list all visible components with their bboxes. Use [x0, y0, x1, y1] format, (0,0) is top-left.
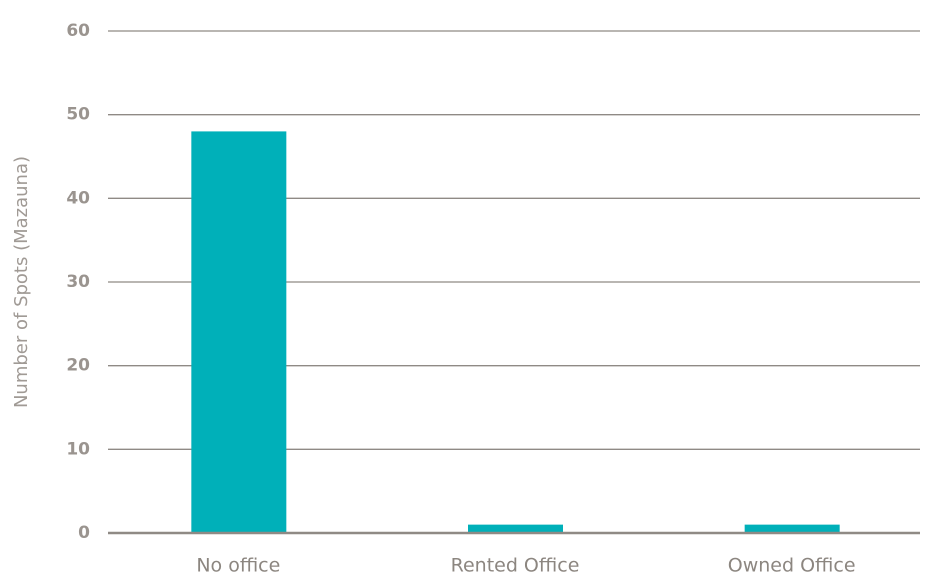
y-tick-label: 10: [66, 439, 90, 459]
y-tick-label: 0: [78, 523, 90, 543]
x-tick-label: Rented Office: [451, 555, 580, 577]
bar: [468, 524, 563, 533]
y-tick-label: 30: [66, 272, 90, 292]
y-tick-label: 40: [66, 188, 90, 208]
bar: [744, 524, 840, 533]
y-axis-label: Number of Spots (Mazauna): [11, 156, 32, 408]
x-tick-label: No office: [196, 555, 280, 577]
y-tick-label: 20: [66, 356, 90, 376]
x-tick-label: Owned Office: [728, 555, 856, 577]
y-tick-label: 50: [66, 105, 90, 125]
y-tick-label: 60: [66, 21, 90, 41]
bar: [191, 131, 287, 533]
